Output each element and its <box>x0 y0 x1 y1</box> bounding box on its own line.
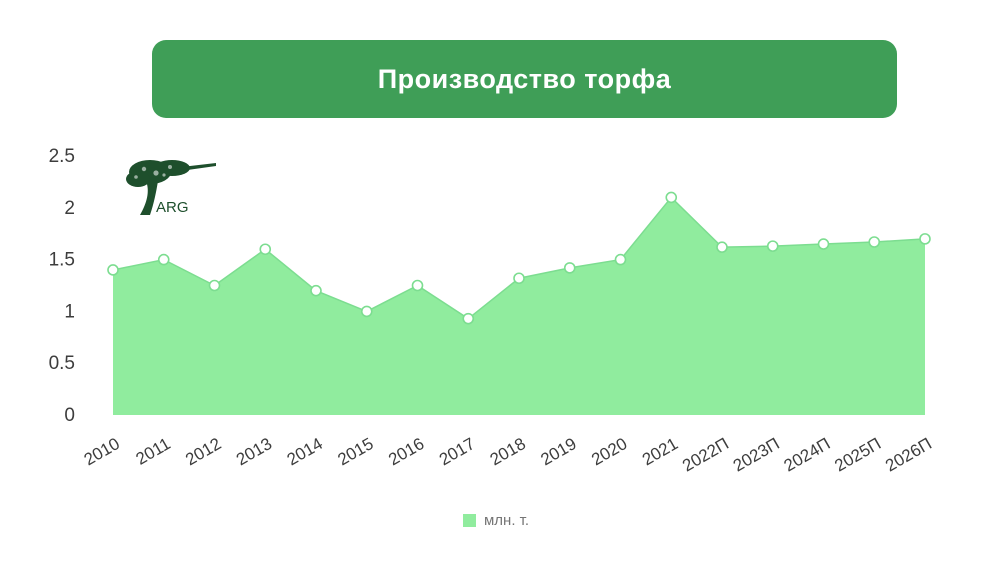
data-point <box>665 191 678 204</box>
data-point <box>208 279 221 292</box>
data-point <box>259 243 272 256</box>
logo-text: ARG <box>156 199 189 216</box>
data-point <box>817 238 830 250</box>
data-point <box>766 240 779 252</box>
x-tick-label: 2010 <box>81 434 123 469</box>
data-point <box>107 264 119 276</box>
tree-icon: ARG <box>126 160 216 216</box>
x-tick-label: 2021 <box>639 434 681 469</box>
x-tick-label: 2011 <box>133 434 174 469</box>
x-tick-label: 2013 <box>233 434 275 469</box>
y-tick-label: 0.5 <box>49 353 75 374</box>
area-fill <box>113 197 925 415</box>
x-tick-label: 2017 <box>436 434 478 469</box>
x-tick-label: 2022П <box>679 434 732 475</box>
legend: млн. т. <box>0 510 992 530</box>
legend-swatch-icon <box>462 513 476 527</box>
x-tick-label: 2012 <box>182 434 224 469</box>
data-point <box>868 236 881 248</box>
x-tick-label: 2024П <box>781 434 834 475</box>
chart-title-banner: Производство торфа <box>152 40 897 118</box>
y-tick-label: 0 <box>64 405 75 426</box>
data-point <box>513 272 525 285</box>
y-tick-label: 2 <box>64 198 75 219</box>
data-point <box>563 262 576 274</box>
data-point <box>462 312 475 325</box>
data-point <box>310 284 322 297</box>
x-tick-label: 2014 <box>284 434 326 469</box>
y-tick-label: 1.5 <box>49 250 75 271</box>
x-tick-label: 2016 <box>385 434 427 469</box>
legend-label: млн. т. <box>483 511 530 529</box>
x-tick-label: 2020 <box>588 434 630 469</box>
y-tick-label: 2.5 <box>49 146 75 167</box>
chart-title: Производство торфа <box>377 63 672 94</box>
y-tick-label: 1 <box>64 301 75 322</box>
data-point <box>360 305 373 318</box>
x-tick-label: 2025П <box>831 434 884 475</box>
x-tick-label: 2019 <box>537 434 579 469</box>
data-point <box>157 253 170 266</box>
x-tick-label: 2023П <box>730 434 783 475</box>
data-point <box>919 233 931 245</box>
data-point <box>614 253 627 266</box>
data-point <box>411 279 424 292</box>
data-point <box>716 241 728 253</box>
x-tick-label: 2018 <box>487 434 529 469</box>
x-tick-label: 2015 <box>334 434 376 469</box>
x-tick-label: 2026П <box>882 434 935 475</box>
arg-logo: ARG <box>120 155 220 221</box>
